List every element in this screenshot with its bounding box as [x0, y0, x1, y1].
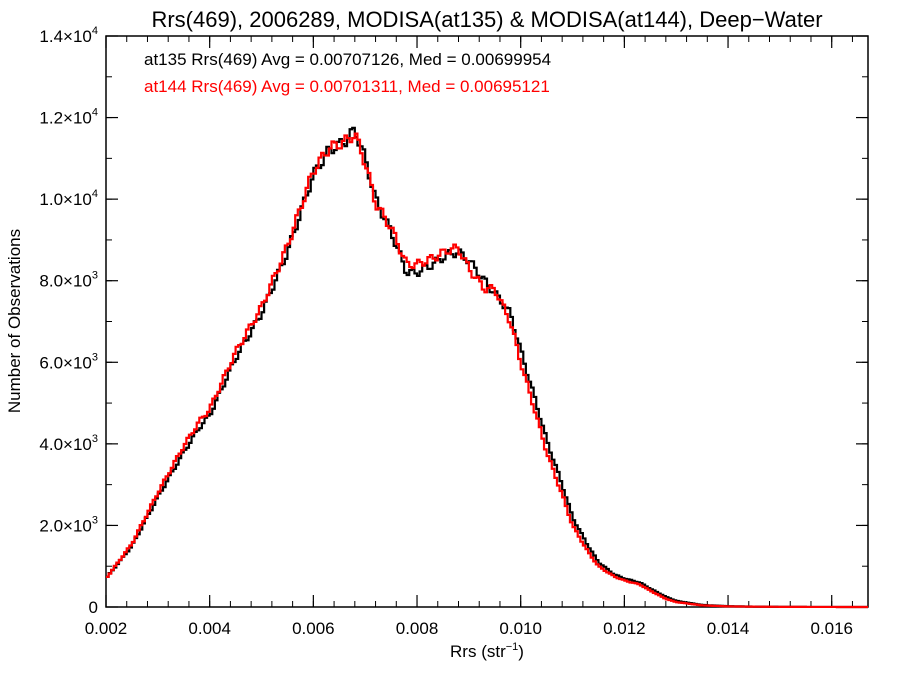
x-tick-label: 0.014: [707, 619, 750, 638]
histogram-chart: Rrs(469), 2006289, MODISA(at135) & MODIS…: [0, 0, 900, 675]
y-axis-label: Number of Observations: [5, 229, 24, 413]
y-tick-label: 1.4×104: [39, 25, 98, 46]
x-tick-label: 0.016: [810, 619, 853, 638]
y-tick-label: 0: [89, 598, 98, 617]
annotation-at135: at135 Rrs(469) Avg = 0.00707126, Med = 0…: [144, 50, 551, 69]
plot-border: [106, 36, 868, 607]
y-tick-label: 6.0×103: [39, 351, 98, 372]
annotation-at144: at144 Rrs(469) Avg = 0.00701311, Med = 0…: [144, 77, 550, 96]
series-layer: [106, 128, 868, 607]
x-tick-label: 0.012: [603, 619, 646, 638]
y-axis: 0 2.0×103 4.0×103 6.0×103 8.0×103 1.0×104 1.2×…: [39, 25, 868, 617]
series-line-0: [106, 128, 868, 607]
y-tick-label: 8.0×103: [39, 270, 98, 291]
x-tick-label: 0.002: [85, 619, 128, 638]
x-tick-label: 0.004: [188, 619, 231, 638]
x-axis-label-main: Rrs (str: [450, 642, 506, 661]
y-tick-label: 4.0×103: [39, 433, 98, 454]
y-tick-label: 1.2×104: [39, 107, 98, 128]
x-axis: 0.002 0.004 0.006 0.008 0.010 0.012 0.014 0.016: [85, 36, 853, 638]
chart-title: Rrs(469), 2006289, MODISA(at135) & MODIS…: [151, 7, 822, 32]
series-line-1: [106, 134, 868, 607]
x-axis-label: Rrs (str−1): [450, 641, 524, 661]
x-tick-label: 0.008: [396, 619, 439, 638]
plot-frame: [106, 36, 868, 607]
x-tick-label: 0.010: [499, 619, 542, 638]
x-axis-label-close: ): [518, 642, 524, 661]
x-axis-label-exponent: −1: [506, 641, 519, 653]
y-tick-label: 1.0×104: [39, 188, 98, 209]
x-tick-label: 0.006: [292, 619, 335, 638]
y-tick-label: 2.0×103: [39, 514, 98, 535]
